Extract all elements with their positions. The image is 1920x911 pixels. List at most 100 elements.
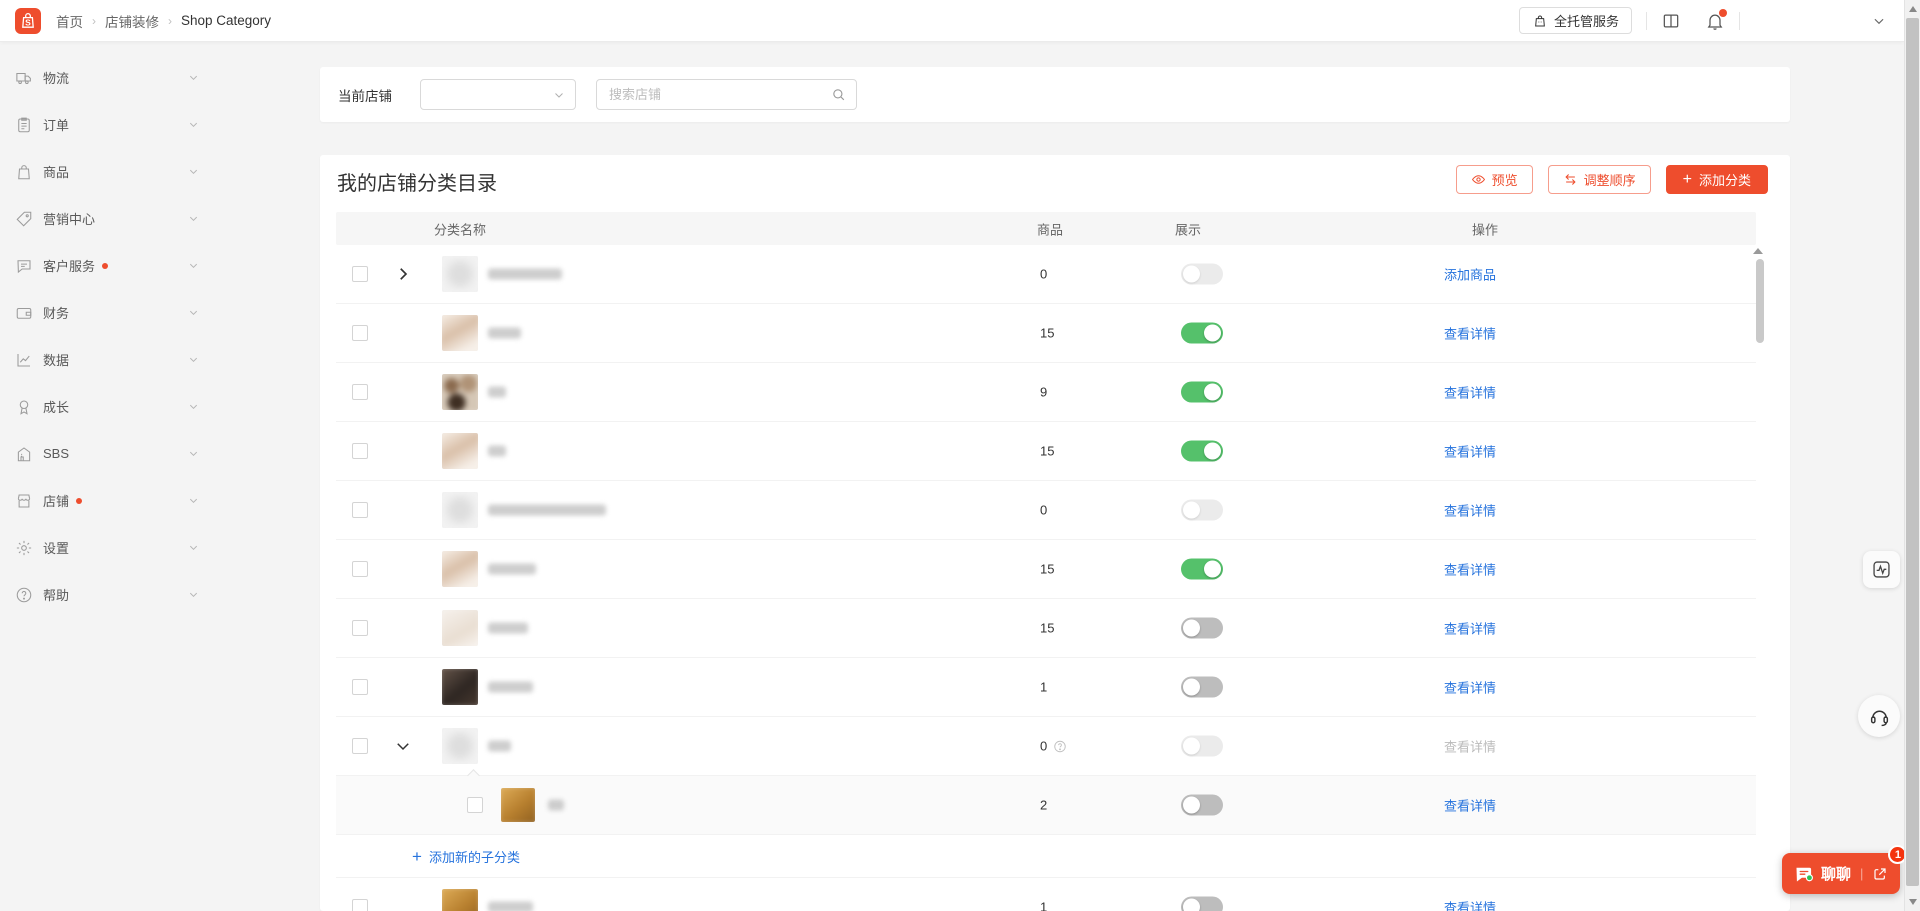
view-detail-link[interactable]: 查看详情 [1444, 503, 1497, 519]
layout-columns-icon[interactable] [1661, 11, 1681, 31]
row-checkbox[interactable] [352, 738, 368, 754]
shop-search [596, 79, 857, 110]
display-toggle[interactable] [1181, 676, 1223, 698]
sidebar-item-shop[interactable]: 店铺 [0, 477, 215, 524]
table-scrollbar-thumb[interactable] [1756, 259, 1764, 343]
sidebar-item-marketing[interactable]: 营销中心 [0, 195, 215, 242]
sidebar-item-service[interactable]: 客户服务 [0, 242, 215, 289]
notification-dot [76, 497, 83, 504]
chevron-down-icon [188, 307, 199, 318]
display-toggle[interactable] [1181, 794, 1223, 816]
row-checkbox[interactable] [467, 797, 483, 813]
view-detail-link[interactable]: 查看详情 [1444, 798, 1497, 814]
row-checkbox[interactable] [352, 384, 368, 400]
shopee-logo[interactable]: S [15, 7, 41, 34]
display-toggle [1181, 263, 1223, 285]
row-checkbox[interactable] [352, 620, 368, 636]
sidebar-item-help[interactable]: 帮助 [0, 571, 215, 618]
row-checkbox[interactable] [352, 561, 368, 577]
sidebar-item-label: 成长 [43, 400, 70, 415]
display-toggle[interactable] [1181, 558, 1223, 580]
breadcrumb-shop-decoration[interactable]: 店铺装修 [105, 14, 159, 30]
sidebar-item-finance[interactable]: 财务 [0, 289, 215, 336]
sidebar-item-data[interactable]: 数据 [0, 336, 215, 383]
product-count: 0 [1040, 502, 1048, 518]
category-row: 15 查看详情 [336, 540, 1756, 599]
row-checkbox[interactable] [352, 325, 368, 341]
view-detail-link[interactable]: 查看详情 [1444, 900, 1497, 911]
category-name-redacted [488, 504, 606, 516]
product-count: 15 [1040, 325, 1055, 341]
breadcrumb-home[interactable]: 首页 [56, 14, 83, 30]
row-checkbox[interactable] [352, 679, 368, 695]
category-name-redacted [548, 799, 564, 811]
display-toggle[interactable] [1181, 440, 1223, 462]
category-row: 9 查看详情 [336, 363, 1756, 422]
add-product-link[interactable]: 添加商品 [1444, 267, 1497, 283]
popout-icon[interactable] [1872, 866, 1888, 882]
pulse-monitor-button[interactable] [1863, 551, 1900, 588]
sidebar-nav: 物流订单商品营销中心 客户服务 财务数据成长 SBS 店铺设置 帮助 [0, 54, 215, 618]
product-count: 1 [1040, 899, 1048, 911]
managed-service-button[interactable]: 全托管服务 [1518, 7, 1632, 34]
bell-icon[interactable] [1705, 8, 1727, 31]
sidebar-item-sbs[interactable]: SBS [0, 430, 215, 477]
row-checkbox[interactable] [352, 502, 368, 518]
chevron-down-icon[interactable] [1872, 14, 1886, 28]
chevron-down-icon [188, 213, 199, 224]
sidebar-item-label: 数据 [43, 353, 70, 368]
help-icon[interactable] [1053, 739, 1067, 753]
category-table: 分类名称 商品 展示 操作 0 添加商品 15 查看详情 9 查看详情 15 查看详情 0 查看详… [336, 212, 1756, 911]
chat-widget[interactable]: 聊聊 | 1 [1782, 845, 1908, 894]
sidebar-item-logistics[interactable]: 物流 [0, 54, 215, 101]
sidebar-item-settings[interactable]: 设置 [0, 524, 215, 571]
headset-button[interactable] [1858, 695, 1900, 737]
managed-service-label: 全托管服务 [1553, 14, 1619, 29]
display-toggle[interactable] [1181, 322, 1223, 344]
page-scrollbar-thumb[interactable] [1906, 18, 1919, 886]
sidebar-item-label: 订单 [43, 118, 70, 133]
scroll-down-arrow[interactable] [1909, 899, 1917, 905]
table-scroll-up-arrow[interactable] [1753, 248, 1763, 254]
view-detail-link[interactable]: 查看详情 [1444, 444, 1497, 460]
breadcrumb: 首页 › 店铺装修 › Shop Category [56, 11, 271, 31]
view-detail-link[interactable]: 查看详情 [1444, 621, 1497, 637]
row-checkbox[interactable] [352, 443, 368, 459]
sidebar-item-growth[interactable]: 成长 [0, 383, 215, 430]
shop-search-input[interactable] [607, 86, 831, 103]
sidebar-item-orders[interactable]: 订单 [0, 101, 215, 148]
view-detail-link[interactable]: 查看详情 [1444, 562, 1497, 578]
category-row: 15 查看详情 [336, 599, 1756, 658]
search-icon[interactable] [831, 87, 846, 102]
expand-chevron-right-icon[interactable] [394, 265, 412, 283]
row-checkbox[interactable] [352, 266, 368, 282]
sidebar-item-label: 店铺 [43, 494, 70, 509]
clipboard-icon [15, 116, 33, 134]
row-checkbox[interactable] [352, 899, 368, 911]
current-shop-label: 当前店铺 [338, 88, 392, 104]
view-detail-link[interactable]: 查看详情 [1444, 385, 1497, 401]
scroll-up-arrow[interactable] [1909, 6, 1917, 12]
add-subcategory-link[interactable]: + 添加新的子分类 [336, 835, 1756, 878]
add-category-button[interactable]: + 添加分类 [1665, 165, 1768, 194]
display-toggle[interactable] [1181, 617, 1223, 639]
chevron-down-icon [188, 495, 199, 506]
bag-icon [15, 163, 33, 181]
display-toggle[interactable] [1181, 381, 1223, 403]
category-image [442, 492, 478, 528]
product-count: 0 [1040, 266, 1048, 282]
collapse-chevron-down-icon[interactable] [394, 737, 412, 755]
divider [1646, 11, 1647, 30]
sidebar-item-label: 商品 [43, 165, 70, 180]
chevron-down-icon [188, 354, 199, 365]
table-header: 分类名称 商品 展示 操作 [336, 212, 1756, 245]
sidebar-item-products[interactable]: 商品 [0, 148, 215, 195]
view-detail-link[interactable]: 查看详情 [1444, 680, 1497, 696]
display-toggle[interactable] [1181, 896, 1223, 911]
view-detail-link[interactable]: 查看详情 [1444, 326, 1497, 342]
category-image [442, 889, 478, 911]
preview-button[interactable]: 预览 [1455, 165, 1533, 194]
reorder-button[interactable]: 调整顺序 [1547, 165, 1651, 194]
shop-select[interactable] [420, 79, 576, 110]
